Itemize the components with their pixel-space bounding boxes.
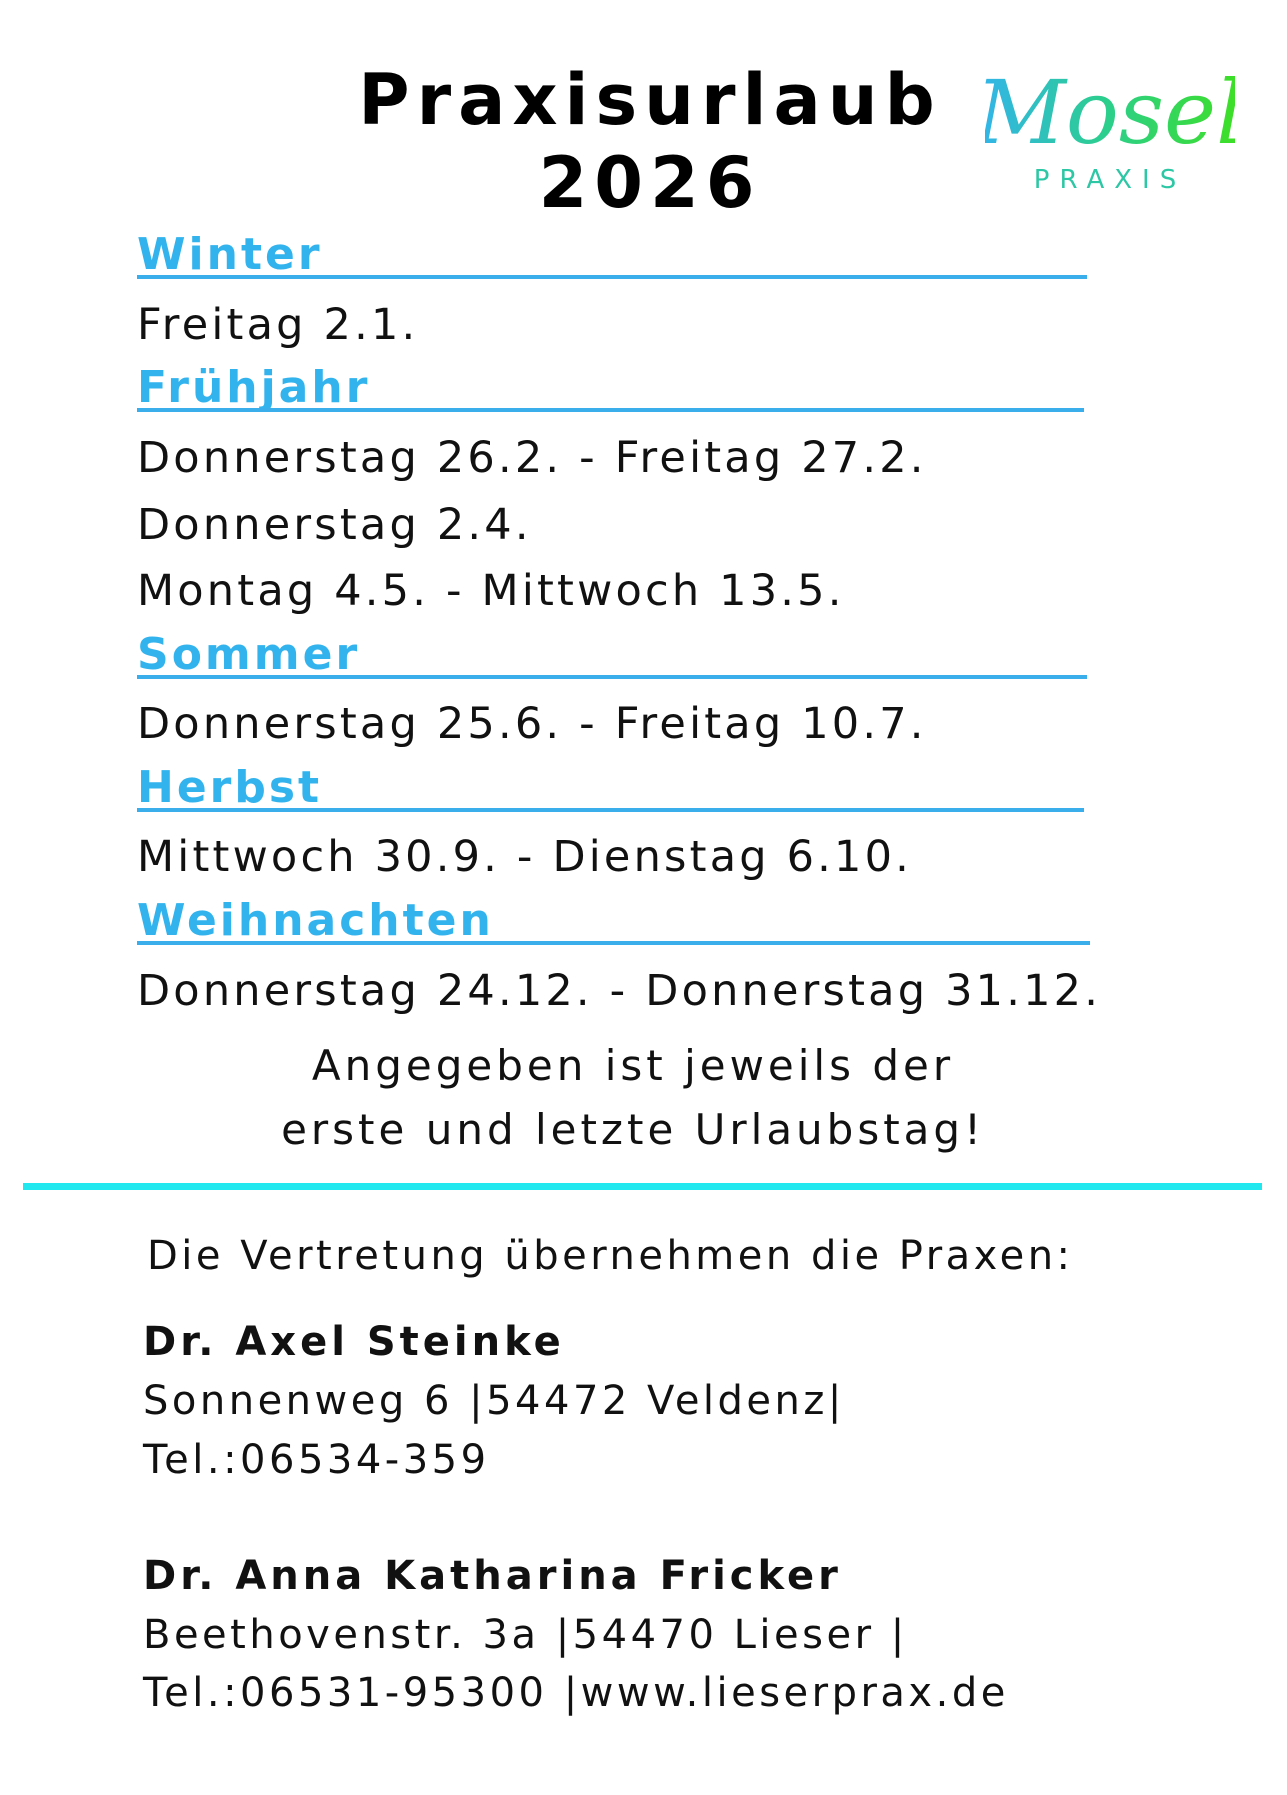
substitution-intro: Die Vertretung übernehmen die Praxen: xyxy=(147,1233,1074,1279)
mosel-praxis-logo: Mosel PRAXIS xyxy=(985,61,1235,195)
date-row: Donnerstag 26.2. - Freitag 27.2. xyxy=(137,433,927,483)
date-row: Freitag 2.1. xyxy=(137,300,419,350)
section-heading-herbst: Herbst xyxy=(137,762,323,813)
section-heading-weihnachten: Weihnachten xyxy=(137,895,494,946)
date-row: Donnerstag 25.6. - Freitag 10.7. xyxy=(137,699,927,749)
date-row: Donnerstag 24.12. - Donnerstag 31.12. xyxy=(137,966,1102,1016)
section-rule xyxy=(137,675,1087,679)
note-line-1: Angegeben ist jeweils der xyxy=(311,1041,955,1090)
section-rule xyxy=(137,408,1084,412)
page-title-year: 2026 xyxy=(538,142,762,224)
date-row: Donnerstag 2.4. xyxy=(137,500,532,550)
section-heading-fruehjahr: Frühjahr xyxy=(137,362,371,413)
section-rule xyxy=(137,808,1084,812)
practice-phone-website: Tel.:06531-95300 |www.lieserprax.de xyxy=(143,1670,1009,1716)
section-heading-winter: Winter xyxy=(137,229,323,280)
svg-text:PRAXIS: PRAXIS xyxy=(1034,165,1186,195)
date-row: Montag 4.5. - Mittwoch 13.5. xyxy=(137,566,845,616)
practice-phone: Tel.:06534-359 xyxy=(143,1437,490,1483)
practice-name: Dr. Axel Steinke xyxy=(143,1319,565,1365)
section-rule xyxy=(137,275,1087,279)
practice-address: Beethovenstr. 3a |54470 Lieser | xyxy=(143,1612,908,1658)
divider xyxy=(23,1183,1262,1190)
section-heading-sommer: Sommer xyxy=(137,629,361,680)
page-title-line1: Praxisurlaub xyxy=(358,59,942,141)
date-row: Mittwoch 30.9. - Dienstag 6.10. xyxy=(137,832,913,882)
note-line-2: erste und letzte Urlaubstag! xyxy=(281,1105,985,1154)
practice-address: Sonnenweg 6 |54472 Veldenz| xyxy=(143,1378,845,1424)
svg-text:Mosel: Mosel xyxy=(985,61,1235,164)
practice-name: Dr. Anna Katharina Fricker xyxy=(143,1553,842,1599)
section-rule xyxy=(137,941,1090,945)
